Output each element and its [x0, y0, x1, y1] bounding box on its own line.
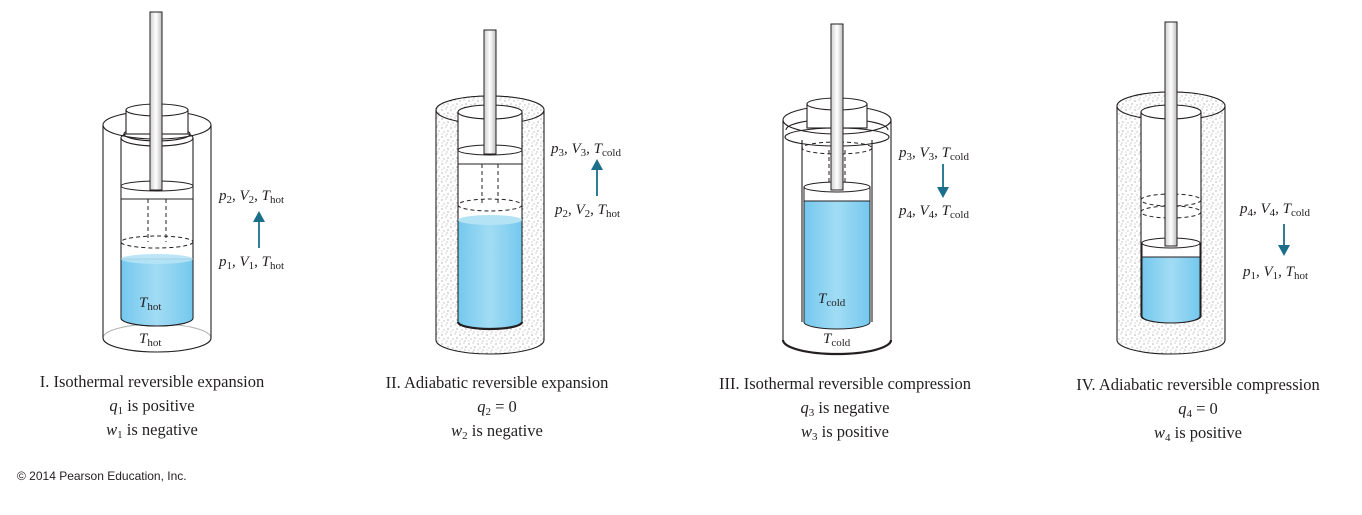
- copyright-notice: © 2014 Pearson Education, Inc.: [17, 469, 187, 483]
- state-label-bottom: p1, V1, Thot: [1242, 264, 1308, 282]
- state-label-top: p3, V3, Tcold: [898, 145, 969, 163]
- gas-volume: [120, 254, 194, 327]
- piston-rod: [149, 11, 163, 191]
- caption-title: II. Adiabatic reversible expansion: [386, 373, 609, 392]
- gas-temperature-label: Tcold: [818, 291, 846, 309]
- piston: [120, 180, 194, 249]
- reservoir-temperature-label: Thot: [139, 331, 161, 349]
- down-arrow-icon: [1278, 224, 1290, 256]
- piston-rod: [483, 29, 497, 155]
- panel-isothermal-expansion: [102, 11, 265, 353]
- piston-rod: [830, 23, 844, 191]
- up-arrow-icon: [253, 211, 265, 248]
- state-label-bottom: p2, V2, Thot: [554, 202, 620, 220]
- piston-rod: [1164, 21, 1178, 247]
- panel-isothermal-compression: [781, 23, 949, 356]
- caption-panel-i: I. Isothermal reversible expansion q1 is…: [40, 372, 265, 441]
- down-arrow-icon: [937, 164, 949, 198]
- caption-work: w3 is positive: [801, 422, 889, 443]
- panel-adiabatic-compression: [1116, 21, 1290, 355]
- state-label-top: p3, V3, Tcold: [550, 141, 621, 159]
- caption-title: IV. Adiabatic reversible compression: [1076, 375, 1319, 394]
- caption-title: I. Isothermal reversible expansion: [40, 372, 265, 391]
- up-arrow-icon: [591, 159, 603, 196]
- caption-panel-ii: II. Adiabatic reversible expansion q2 = …: [386, 373, 609, 442]
- caption-heat: q4 = 0: [1178, 399, 1218, 420]
- gas-temperature-label: Thot: [139, 295, 161, 313]
- caption-heat: q3 is negative: [801, 398, 890, 419]
- caption-panel-iv: IV. Adiabatic reversible compression q4 …: [1076, 375, 1319, 444]
- caption-work: w1 is negative: [106, 420, 198, 441]
- caption-work: w2 is negative: [451, 421, 543, 442]
- reservoir-temperature-label: Tcold: [823, 331, 851, 349]
- state-label-top: p2, V2, Thot: [218, 188, 284, 206]
- state-label-bottom: p1, V1, Thot: [218, 254, 284, 272]
- caption-work: w4 is positive: [1154, 423, 1242, 444]
- state-label-bottom: p4, V4, Tcold: [898, 203, 969, 221]
- caption-heat: q1 is positive: [109, 396, 194, 417]
- gas-volume: [456, 215, 524, 331]
- caption-panel-iii: III. Isothermal reversible compression q…: [719, 374, 971, 443]
- caption-heat: q2 = 0: [477, 397, 517, 418]
- gas-volume: [803, 199, 871, 330]
- panel-adiabatic-expansion: [435, 29, 603, 355]
- gas-volume: [1141, 255, 1201, 324]
- state-label-top: p4, V4, Tcold: [1239, 201, 1310, 219]
- caption-title: III. Isothermal reversible compression: [719, 374, 971, 393]
